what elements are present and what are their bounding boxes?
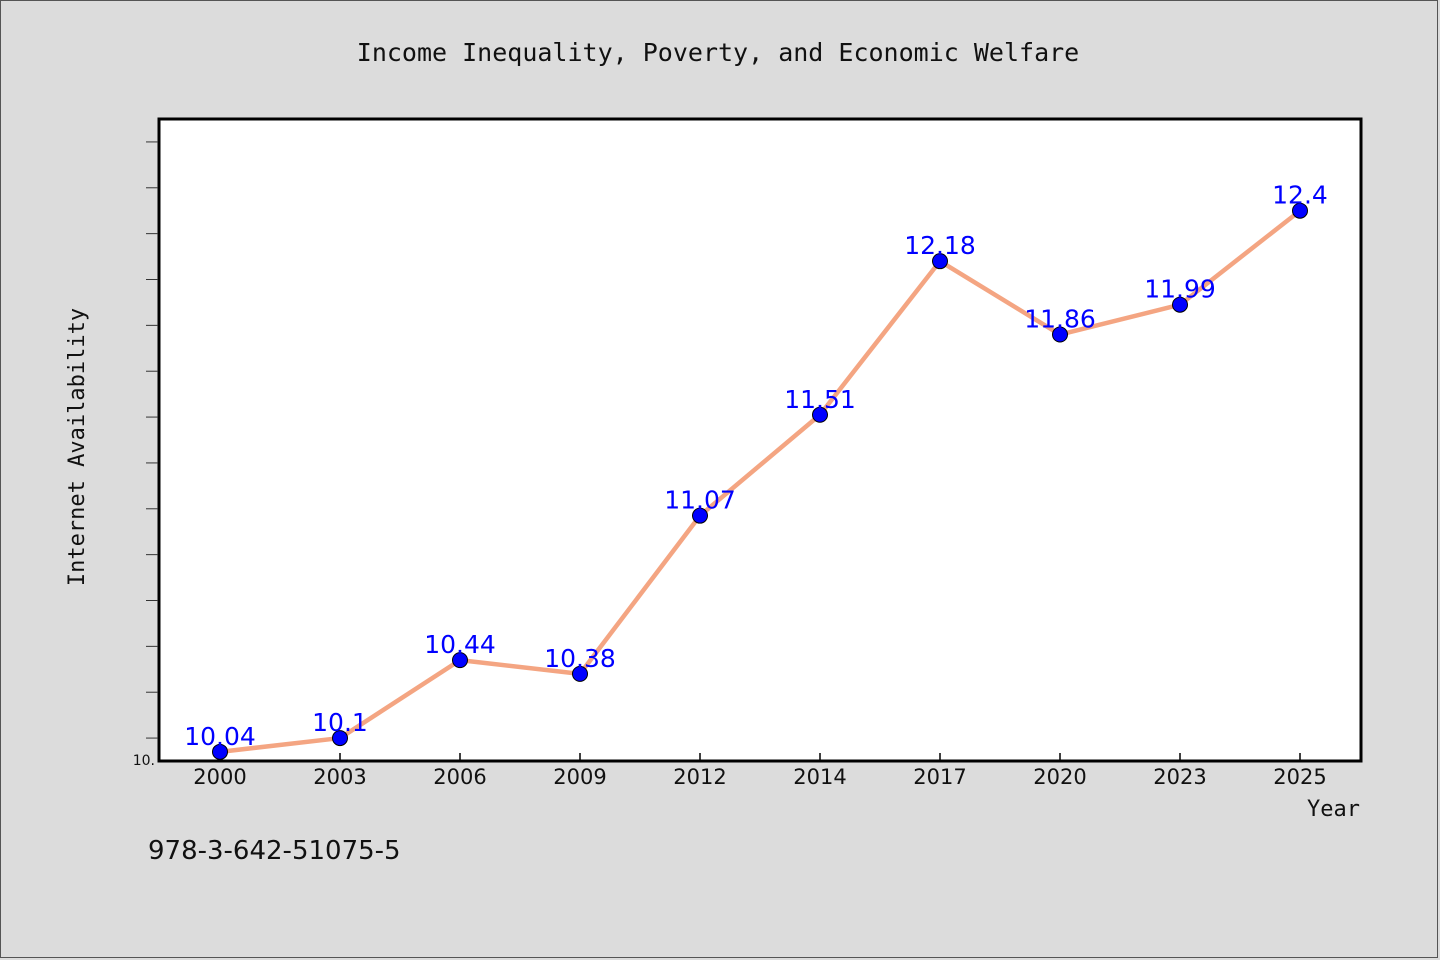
y-axis-ticks	[146, 141, 158, 739]
x-tick-label: 2009	[553, 765, 606, 789]
data-labels: 10.04 10.1 10.44 10.38 11.07 11.51 12.18 11.86 1…	[184, 181, 1328, 751]
data-label: 10.1	[312, 708, 368, 737]
plot-area	[157, 117, 1363, 763]
x-tick-label: 2003	[313, 765, 366, 789]
data-point	[932, 253, 948, 270]
x-tick-label: 2017	[913, 765, 966, 789]
x-tick-label: 2025	[1273, 765, 1326, 789]
data-label: 11.51	[784, 385, 856, 414]
x-tick-label: 2023	[1153, 765, 1206, 789]
x-tick-label: 2000	[193, 765, 246, 789]
data-label: 10.44	[424, 630, 496, 659]
data-point	[332, 730, 348, 747]
data-label: 10.38	[544, 644, 616, 673]
data-label: 12.4	[1272, 181, 1328, 210]
y-axis-title: Internet Availability	[65, 308, 90, 586]
y-tick-label: 10.	[133, 753, 155, 769]
series-line-group	[219, 208, 1302, 755]
data-point	[812, 406, 828, 423]
chart-title: Income Inequality, Poverty, and Economic…	[357, 38, 1079, 67]
data-label: 11.86	[1024, 305, 1096, 334]
data-point	[212, 743, 228, 760]
isbn-text: 978-3-642-51075-5	[148, 836, 401, 866]
data-point	[1052, 326, 1068, 343]
data-point	[1292, 202, 1308, 219]
series-line	[219, 208, 1302, 755]
data-point	[452, 652, 468, 669]
x-tick-label: 2012	[673, 765, 726, 789]
data-point	[572, 665, 588, 682]
data-point	[1172, 296, 1188, 313]
data-label: 11.07	[664, 486, 736, 515]
x-tick-label: 2006	[433, 765, 486, 789]
x-axis-title: Year	[1307, 797, 1360, 822]
x-axis-ticks: 2000 2003 2006 2009 2012 2014 2017 2020 2023 2025	[193, 753, 1327, 789]
data-label: 10.04	[184, 722, 256, 751]
data-label: 11.99	[1144, 275, 1216, 304]
data-point	[692, 507, 708, 524]
data-markers	[212, 202, 1308, 760]
data-label: 12.18	[904, 231, 976, 260]
x-tick-label: 2014	[793, 765, 846, 789]
x-tick-label: 2020	[1033, 765, 1086, 789]
